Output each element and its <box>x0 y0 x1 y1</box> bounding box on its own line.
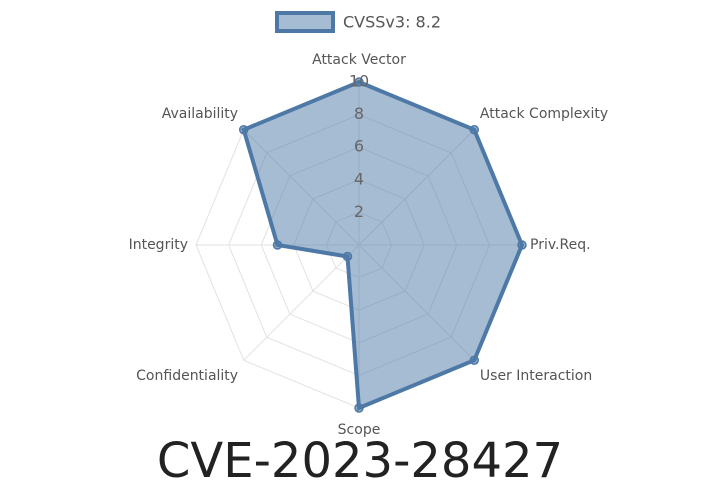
radar-area <box>241 79 525 411</box>
radar-point <box>469 355 480 366</box>
axis-label: Integrity <box>129 237 188 253</box>
axis-label: Confidentiality <box>136 368 238 384</box>
radar-point <box>342 251 353 262</box>
r-tick-label: 4 <box>354 169 364 188</box>
chart-title: CVE-2023-28427 <box>157 433 563 489</box>
radar-point <box>517 240 527 250</box>
axis-label: Attack Vector <box>312 52 406 68</box>
axis-label: User Interaction <box>480 368 592 384</box>
r-tick-label: 10 <box>349 72 369 91</box>
r-tick-label: 8 <box>354 104 364 123</box>
spoke <box>243 244 360 361</box>
radar-point <box>354 403 364 413</box>
r-tick-label: 6 <box>354 137 364 156</box>
axis-label: Attack Complexity <box>480 106 608 122</box>
radar-point <box>469 124 480 135</box>
legend-swatch <box>275 11 335 33</box>
radar-point <box>272 240 283 250</box>
radar-point <box>354 77 364 87</box>
axis-label: Scope <box>338 422 381 438</box>
legend-label: CVSSv3: 8.2 <box>343 13 441 32</box>
radar-point <box>238 124 249 135</box>
axis-label: Availability <box>162 106 238 122</box>
axis-label: Priv.Req. <box>530 237 591 253</box>
r-tick-label: 2 <box>354 202 364 221</box>
